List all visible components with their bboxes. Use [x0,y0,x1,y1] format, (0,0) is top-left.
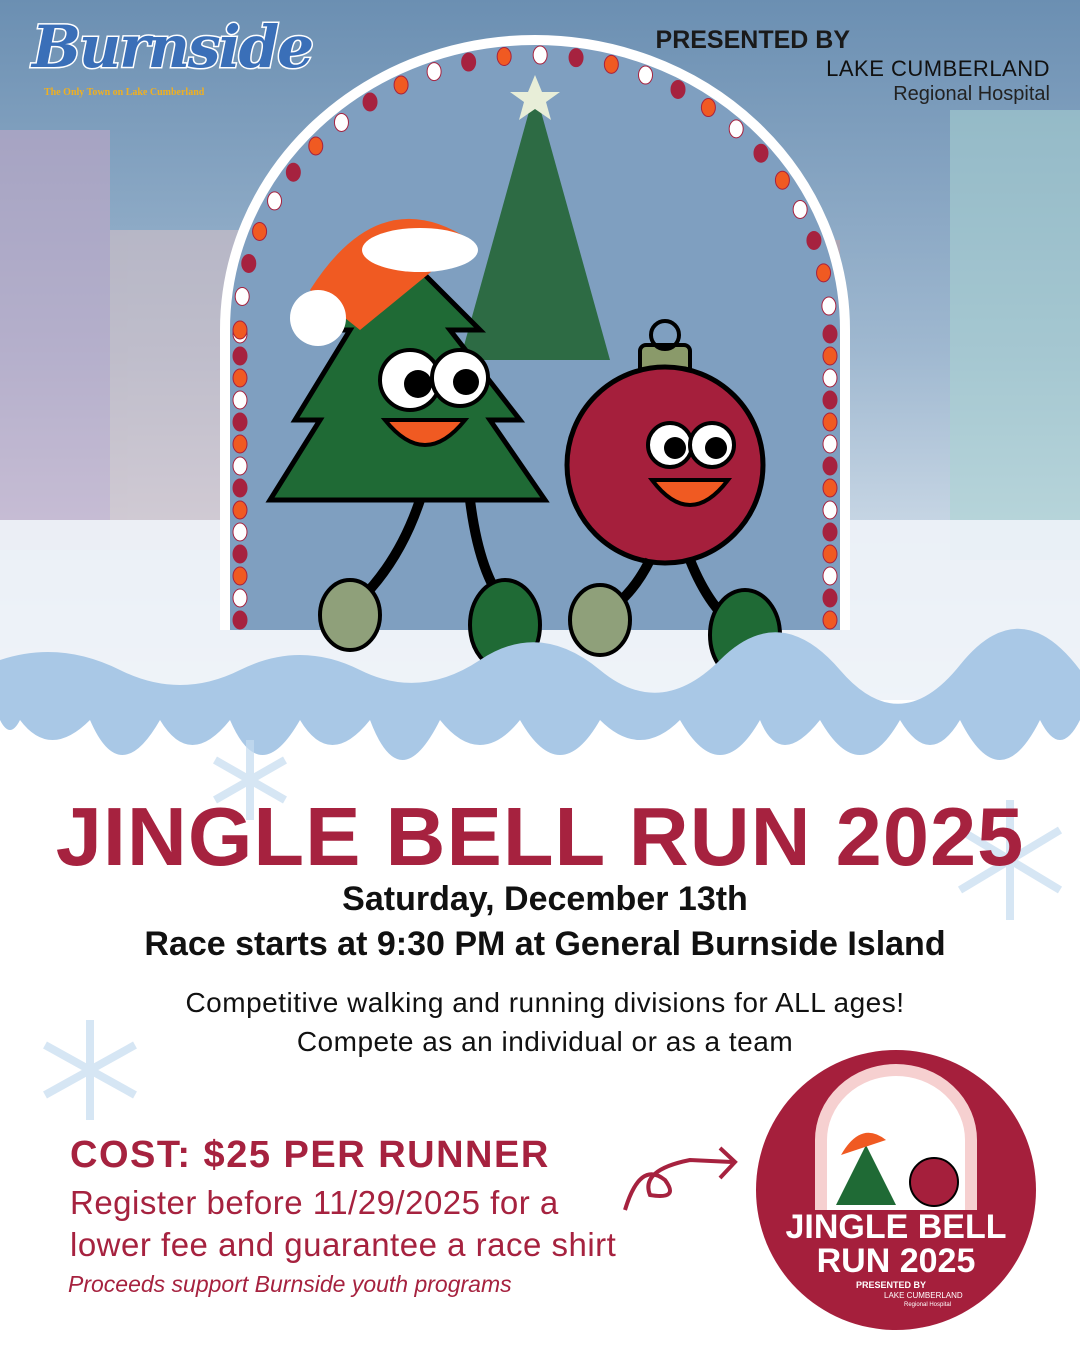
light-bulb [822,324,838,344]
light-bulb [822,544,838,564]
light-bulb [234,286,250,306]
light-bulb [822,368,838,388]
light-bulb [816,263,832,283]
badge-title-2: RUN 2025 [816,1242,976,1280]
light-bulb [496,47,512,67]
light-bulb [232,320,248,340]
light-bulb [532,45,548,65]
light-bulb [232,412,248,432]
light-bulb [821,296,837,316]
light-bulb [822,346,838,366]
race-shirt-badge: JINGLE BELL RUN 2025 PRESENTED BY LAKE C… [756,1050,1036,1330]
light-bulb [232,500,248,520]
light-bulb [252,221,268,241]
badge-sponsor-sub: Regional Hospital [904,1302,952,1308]
light-bulb [603,54,619,74]
divisions-text: Competitive walking and running division… [185,987,905,1018]
light-bulb [232,544,248,564]
light-bulb [232,522,248,542]
light-bulb [232,368,248,388]
light-bulb [232,390,248,410]
light-bulb [700,98,716,118]
light-bulb [822,566,838,586]
event-date: Saturday, December 13th [342,880,748,918]
light-bulb [241,253,257,273]
light-bulb [267,191,283,211]
badge-presented-by: PRESENTED BY [856,1280,927,1290]
light-bulb [822,434,838,454]
ornament-character [564,319,782,682]
event-title: JINGLE BELL RUN 2025 [55,790,1025,883]
light-bulb [792,199,808,219]
burnside-logo: Burnside The Only Town on Lake Cumberlan… [28,17,315,138]
light-bulb [333,112,349,132]
snowflake-decorations [43,740,1063,1120]
light-bulb [285,162,301,182]
light-bulb [638,65,654,85]
star-icon [510,75,560,120]
light-bulb [232,456,248,476]
light-bulb [362,92,378,112]
light-bulb [728,119,744,139]
light-bulb [308,136,324,156]
badge-illustration [815,1064,977,1210]
light-bulb [822,500,838,520]
logo-tagline: The Only Town on Lake Cumberland [44,87,205,98]
light-bulb [806,230,822,250]
team-text: Compete as an individual or as a team [296,1026,794,1057]
light-bulb [822,610,838,630]
register-text-1: Register before 11/29/2025 for a [70,1184,559,1221]
background-christmas-tree [460,90,610,360]
event-start: Race starts at 9:30 PM at General Burnsi… [144,925,946,963]
badge-sponsor: LAKE CUMBERLAND [884,1291,963,1300]
light-bulb [426,62,442,82]
light-bulb [232,588,248,608]
logo-wordmark: Burnside [30,13,315,81]
light-bulb [753,143,769,163]
light-bulb [822,456,838,476]
light-bulb [670,79,686,99]
light-bulb [822,588,838,608]
light-bulb [232,346,248,366]
light-bulb [393,75,409,95]
light-bulb [822,412,838,432]
arrow-icon [623,1146,738,1211]
sponsor-subname: Regional Hospital [893,83,1050,105]
sponsor-name: LAKE CUMBERLAND [826,56,1050,81]
badge-title-1: JINGLE BELL [785,1208,1007,1246]
light-bulb [822,478,838,498]
light-bulb [568,48,584,68]
light-bulb [774,170,790,190]
light-bulb [822,522,838,542]
light-bulb [461,52,477,72]
proceeds-text: Proceeds support Burnside youth programs [68,1271,512,1297]
light-bulb [822,390,838,410]
presented-by-label: PRESENTED BY [655,26,850,54]
light-bulb [232,478,248,498]
icicle-border [0,628,1080,760]
register-text-2: lower fee and guarantee a race shirt [70,1226,617,1263]
light-bulb [232,610,248,630]
cost-text: COST: $25 PER RUNNER [70,1134,550,1176]
tree-character [265,218,550,672]
light-bulb [232,434,248,454]
light-bulb [232,566,248,586]
